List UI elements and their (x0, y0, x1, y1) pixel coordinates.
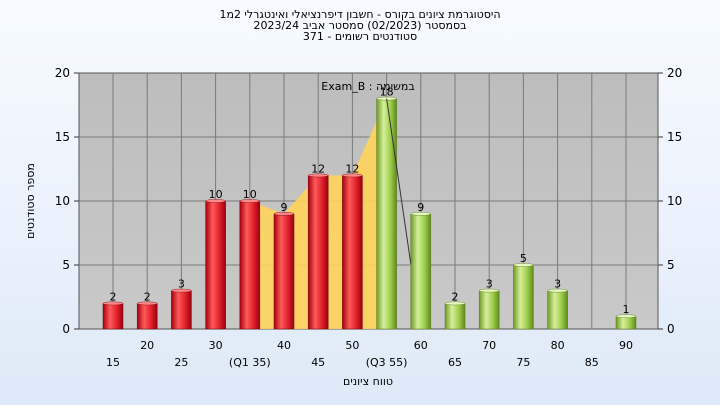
x-tick-label-lower: 75 (516, 356, 530, 369)
bar-cap-60 (410, 211, 431, 216)
data-label-45: 12 (311, 162, 325, 175)
bar-cap-50 (342, 173, 363, 178)
x-tick-label-upper: 40 (277, 339, 291, 352)
x-tick-label-upper: 20 (140, 339, 154, 352)
data-label-40: 9 (281, 201, 288, 214)
x-tick-label-lower: 25 (174, 356, 188, 369)
y-tick-left-label: 10 (55, 194, 70, 208)
x-tick-label-lower: 45 (311, 356, 325, 369)
y-tick-left-label: 5 (62, 258, 70, 272)
bar-cap-70 (479, 288, 500, 293)
bar-60 (410, 213, 432, 330)
y-tick-right-label: 15 (667, 130, 682, 144)
x-tick-label-upper: 60 (414, 339, 428, 352)
chart-title-line-3: סטודנטים רשומים - 371 (302, 30, 418, 43)
bar-cap-30 (205, 199, 226, 203)
bar-cap-25 (171, 288, 192, 293)
x-tick-label-lower: 85 (585, 356, 599, 369)
y-tick-right-label: 20 (667, 66, 682, 80)
data-label-25: 3 (178, 278, 185, 291)
bar-cap-65 (444, 301, 466, 306)
bar-75 (513, 264, 534, 330)
chart-title-line-1: היסטוגרמת ציונים בקורס - חשבון דיפרנציאל… (219, 8, 501, 21)
data-label-75: 5 (520, 252, 527, 265)
y-tick-right-label: 0 (667, 322, 675, 336)
data-label-50: 12 (345, 162, 359, 175)
data-label-20: 2 (144, 290, 151, 303)
y-axis-label: מספר סטודנטים (24, 163, 37, 239)
bar-55 (376, 98, 397, 330)
bar-50 (342, 175, 363, 330)
bar-cap-90 (615, 314, 637, 319)
chart-title-block: היסטוגרמת ציונים בקורס - חשבון דיפרנציאל… (0, 9, 720, 42)
bar-30 (205, 200, 226, 330)
data-label-55: 18 (380, 86, 394, 99)
bar-15 (102, 303, 124, 330)
bar-65 (444, 303, 466, 330)
x-tick-label-lower: 15 (106, 356, 120, 369)
x-tick-label-lower: 65 (448, 356, 462, 369)
bar-70 (478, 290, 500, 330)
x-tick-label-upper: 50 (345, 339, 359, 352)
data-label-70: 3 (486, 278, 493, 291)
data-label-30: 10 (209, 188, 223, 201)
x-tick-label-upper: 80 (551, 339, 565, 352)
x-tick-label-upper: 70 (482, 339, 496, 352)
x-tick-label-lower: (Q1 35) (229, 356, 271, 369)
bar-cap-20 (136, 301, 158, 306)
bar-cap-15 (102, 301, 124, 306)
data-label-35: 10 (243, 188, 257, 201)
task-label: Exam_B : במשימה (321, 80, 414, 93)
bar-90 (615, 315, 637, 330)
data-label-90: 1 (623, 303, 630, 316)
y-tick-right-label: 5 (667, 258, 675, 272)
bar-25 (171, 290, 192, 330)
chart-title-line-2: בסמסטר (02/2023) סמסטר אביב 2023/24 (253, 19, 467, 32)
data-label-60: 9 (417, 201, 424, 214)
data-label-80: 3 (554, 278, 561, 291)
y-tick-right-label: 10 (667, 194, 682, 208)
x-axis-label: טווח ציונים (343, 375, 393, 388)
bar-80 (547, 290, 568, 330)
trend-connector-line (386, 98, 412, 264)
bar-40 (273, 213, 295, 330)
data-label-15: 2 (110, 290, 117, 303)
bar-45 (307, 175, 329, 330)
y-tick-left-label: 15 (55, 130, 70, 144)
bar-cap-40 (273, 211, 295, 216)
bar-cap-45 (308, 173, 329, 178)
bar-cap-80 (547, 288, 568, 293)
y-tick-left-label: 20 (55, 66, 70, 80)
y-tick-left-label: 0 (62, 322, 70, 336)
data-label-65: 2 (452, 290, 459, 303)
x-tick-label-upper: 30 (209, 339, 223, 352)
x-tick-label-lower: (Q3 55) (366, 356, 408, 369)
bar-cap-75 (513, 263, 534, 267)
bar-cap-35 (239, 199, 261, 203)
bars-group: 2 2 3 10 10 9 12 12 18 9 2 3 5 3 1 (102, 86, 637, 330)
bar-35 (239, 200, 261, 330)
bar-20 (136, 303, 158, 330)
x-tick-label-upper: 90 (619, 339, 633, 352)
